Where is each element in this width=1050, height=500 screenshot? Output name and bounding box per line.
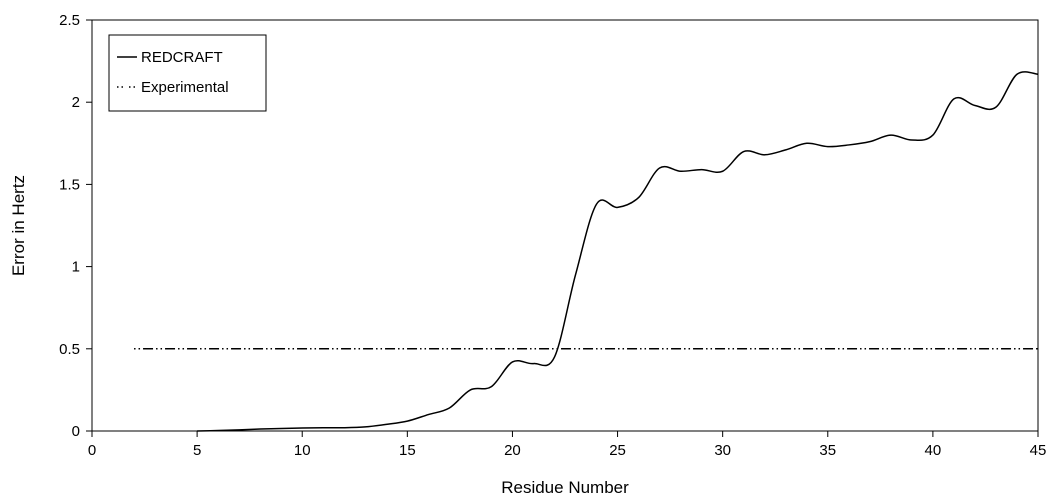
x-tick-label: 30 — [714, 442, 731, 459]
legend-box — [108, 34, 267, 112]
x-tick-label: 45 — [1030, 442, 1047, 459]
y-axis-label: Error in Hertz — [9, 175, 28, 276]
legend-label-redcraft: REDCRAFT — [141, 49, 223, 66]
plot-area — [91, 19, 1039, 432]
legend-label-experimental: Experimental — [141, 79, 229, 96]
x-tick-label: 20 — [504, 442, 521, 459]
x-axis-label: Residue Number — [501, 478, 629, 497]
series-line-redcraft — [197, 71, 1039, 432]
y-tick-label: 0.5 — [59, 341, 80, 358]
x-tick-label: 0 — [88, 442, 96, 459]
x-tick-label: 25 — [609, 442, 626, 459]
x-tick-label: 40 — [925, 442, 942, 459]
x-tick-label: 35 — [819, 442, 836, 459]
y-tick-label: 1 — [72, 259, 80, 276]
x-tick-label: 5 — [193, 442, 201, 459]
y-tick-label: 2.5 — [59, 12, 80, 29]
y-tick-label: 2 — [72, 94, 80, 111]
legend: REDCRAFT Experimental — [108, 34, 267, 112]
y-axis: 0 0.5 1 1.5 2 2.5 — [59, 12, 92, 440]
y-tick-label: 1.5 — [59, 176, 80, 193]
x-tick-label: 15 — [399, 442, 416, 459]
series-layer — [134, 71, 1039, 432]
plot-frame — [91, 19, 1039, 432]
x-axis: 0 5 10 15 20 25 30 35 40 45 — [88, 431, 1047, 459]
y-tick-label: 0 — [72, 423, 80, 440]
x-tick-label: 10 — [294, 442, 311, 459]
